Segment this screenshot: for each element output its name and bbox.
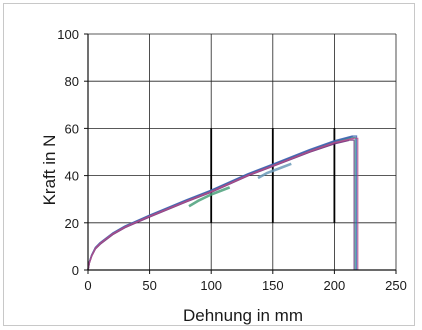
series-line	[87, 137, 355, 271]
series-break-line	[351, 136, 356, 270]
series-line	[257, 162, 292, 180]
tick-labels: 0 50 100 150 200 250 0 20 40 60 80 100	[57, 27, 407, 293]
series-line	[87, 139, 350, 271]
axes	[84, 33, 397, 274]
series-break-line	[354, 137, 359, 270]
grid	[88, 33, 397, 270]
y-axis-label: Kraft in N	[40, 135, 59, 206]
x-tick-label: 0	[84, 278, 91, 293]
chart-frame	[3, 3, 415, 326]
series-break-line	[349, 139, 355, 270]
y-tick-label: 0	[72, 263, 79, 278]
y-tick-label: 20	[65, 216, 79, 231]
series-break-line	[352, 135, 358, 270]
series-group	[87, 135, 359, 271]
x-tick-label: 50	[142, 278, 156, 293]
y-tick-label: 60	[65, 121, 79, 136]
y-tick-label: 40	[65, 169, 79, 184]
x-axis-label: Dehnung in mm	[183, 306, 303, 325]
series-line	[188, 186, 231, 208]
series-line	[87, 135, 354, 271]
x-tick-label: 150	[262, 278, 284, 293]
y-tick-label: 100	[57, 27, 79, 42]
series-line	[87, 136, 352, 271]
x-tick-label: 200	[324, 278, 346, 293]
x-tick-label: 250	[385, 278, 407, 293]
y-tick-label: 80	[65, 74, 79, 89]
x-tick-label: 100	[200, 278, 222, 293]
